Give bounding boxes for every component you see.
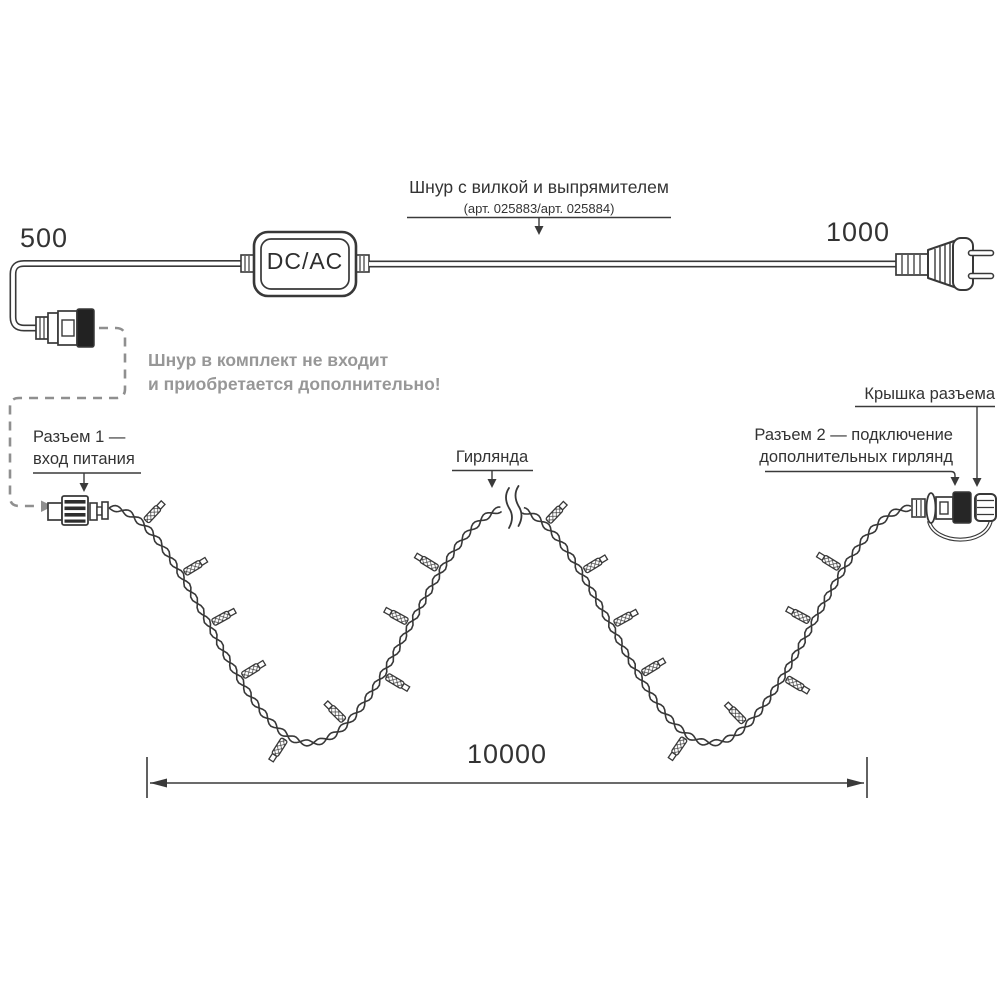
connector1-label-line1: Разъем 1 — — [33, 428, 126, 446]
connector1-label-line2: вход питания — [33, 450, 135, 468]
garland-label: Гирлянда — [455, 448, 529, 466]
plug-prongs — [967, 249, 995, 280]
euro-plug — [895, 237, 995, 291]
power-output-connector — [35, 308, 95, 348]
connector2-body — [952, 491, 972, 524]
connector2-label-line1: Разъем 2 — подключение — [754, 426, 953, 444]
lamp — [583, 554, 609, 574]
garland-wire — [108, 499, 912, 763]
cord-label-line1: Шнур с вилкой и выпрямителем — [409, 177, 669, 197]
lamp — [385, 673, 411, 693]
cap-label: Крышка разъема — [864, 385, 995, 403]
garland-input-connector — [47, 495, 109, 526]
lamp — [267, 737, 288, 763]
dcac-label: DC/AC — [266, 248, 344, 274]
lamp — [413, 552, 439, 572]
article-numbers: (арт. 025883/арт. 025884) — [463, 201, 615, 216]
lamp — [545, 500, 569, 524]
dashed-connection-route — [8, 326, 127, 512]
dimension-line-10000 — [146, 757, 868, 798]
lamp — [323, 700, 347, 723]
length-1000: 1000 — [825, 217, 891, 247]
connector2-label-line2: дополнительных гирлянд — [759, 448, 953, 466]
length-500: 500 — [20, 223, 69, 253]
note-line1: Шнур в комплект не входит — [148, 350, 389, 370]
lamp — [723, 701, 747, 725]
lamp — [785, 675, 811, 695]
cap-leader — [855, 405, 995, 487]
lamp — [667, 736, 688, 762]
garland-wire-strand — [108, 504, 912, 747]
lamp — [815, 551, 841, 571]
connector2-leader — [765, 470, 960, 486]
garland-end-connector — [911, 491, 997, 542]
garland-wire-strand — [108, 507, 912, 746]
lamp — [211, 607, 238, 626]
dashed-arrowhead — [41, 500, 53, 512]
lamp — [241, 659, 267, 679]
lamp — [183, 556, 209, 576]
lamp — [143, 499, 166, 524]
lamp — [382, 606, 409, 625]
lamp — [784, 605, 811, 624]
lamp — [641, 657, 667, 677]
lamp — [613, 608, 640, 627]
connector1-leader — [33, 472, 141, 492]
length-10000: 10000 — [466, 739, 548, 769]
note-line2: и приобретается дополнительно! — [148, 374, 441, 394]
power-cord-500 — [9, 260, 241, 332]
connector-cap — [974, 493, 997, 522]
cord-label-leader — [407, 216, 671, 235]
dcac-converter — [240, 230, 370, 298]
wire-break-marks — [505, 485, 523, 529]
garland-leader — [452, 469, 533, 488]
black-cap — [76, 308, 95, 348]
